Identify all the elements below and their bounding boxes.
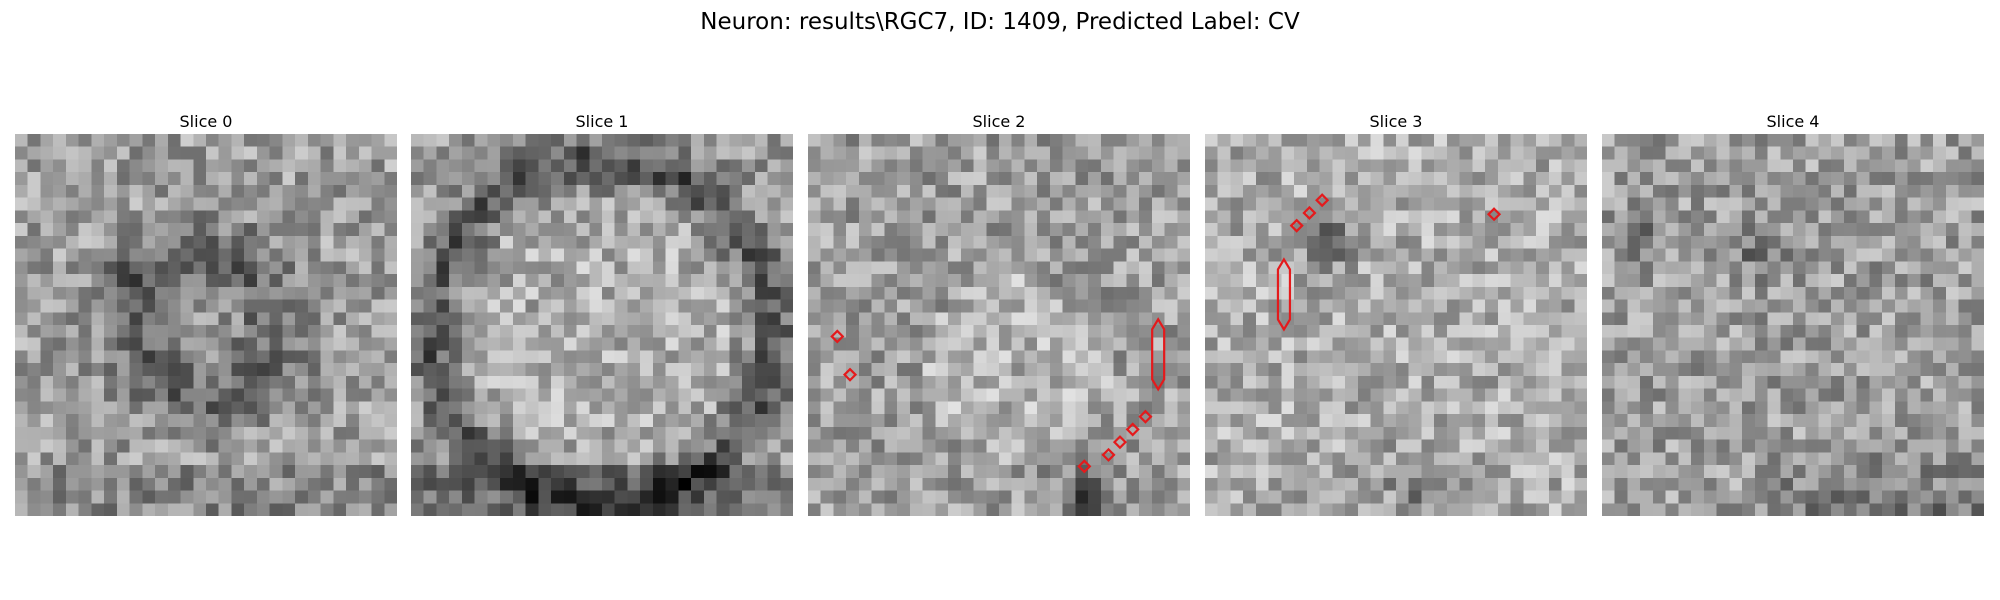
marker-diamond	[1112, 435, 1128, 450]
slice-panel-3: Slice 3	[1205, 110, 1587, 516]
slice-title: Slice 2	[972, 112, 1026, 131]
marker-diamond	[1101, 447, 1116, 462]
marker-diamond	[1315, 193, 1330, 208]
figure-title: Neuron: results\RGC7, ID: 1409, Predicte…	[700, 9, 1300, 35]
slice-title: Slice 0	[179, 112, 233, 131]
slice-title: Slice 1	[575, 112, 629, 131]
slice-panel-1: Slice 1	[411, 110, 793, 516]
slice-image-2	[808, 134, 1190, 516]
slice-panel-2: Slice 2	[808, 110, 1190, 516]
slice-image-1	[411, 134, 793, 516]
slice-image-4	[1602, 134, 1984, 516]
slice-title: Slice 3	[1369, 112, 1423, 131]
marker-diamond	[1302, 205, 1317, 221]
marker-capsule	[1151, 317, 1166, 392]
marker-diamond	[1077, 459, 1092, 474]
slice-image-0	[15, 134, 397, 516]
slice-panel-0: Slice 0	[15, 110, 397, 516]
marker-diamond	[1486, 207, 1502, 222]
marker-diamond	[1138, 409, 1153, 424]
slice-panel-4: Slice 4	[1602, 110, 1984, 516]
slice-title: Slice 4	[1766, 112, 1820, 131]
marker-diamond	[1125, 422, 1140, 437]
marker-diamond	[842, 367, 858, 382]
marker-diamond	[1289, 218, 1304, 233]
marker-capsule	[1276, 257, 1292, 332]
slice-image-3	[1205, 134, 1587, 516]
marker-diamond	[830, 329, 845, 344]
